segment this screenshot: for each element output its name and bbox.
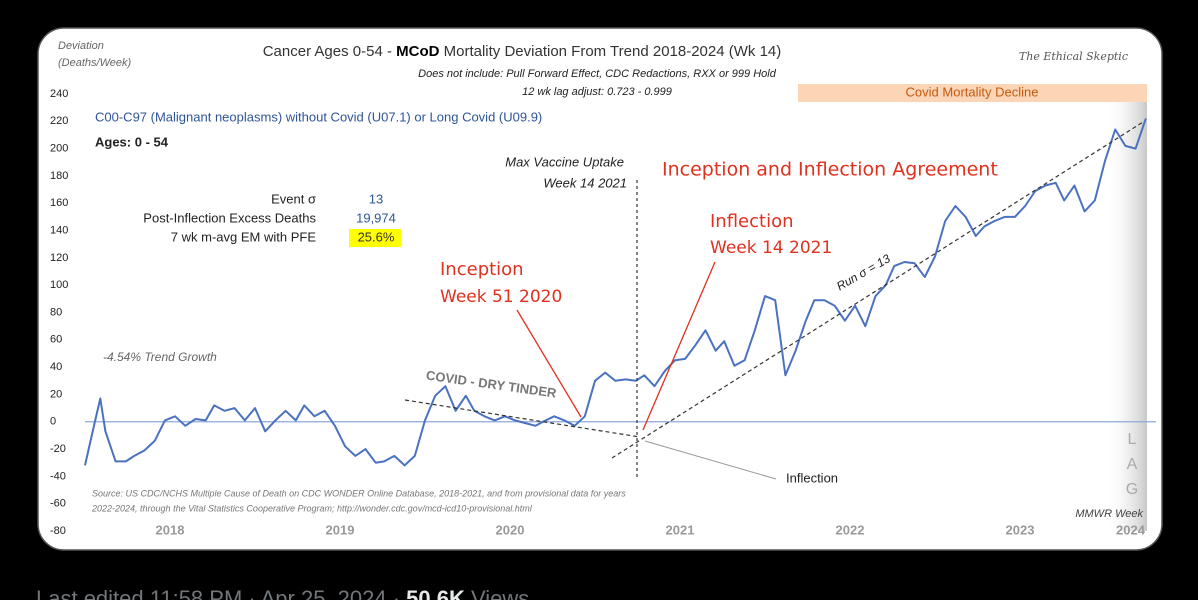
y-tick-label: 0	[50, 416, 56, 428]
annotation: Week 51 2020	[440, 287, 562, 307]
brand: The Ethical Skeptic	[1019, 50, 1128, 63]
stat-value: 25.6%	[358, 229, 395, 244]
subtitle: Does not include: Pull Forward Effect, C…	[418, 68, 777, 80]
annotation: Week 14 2021	[710, 238, 832, 258]
lag-letter: A	[1127, 456, 1138, 473]
ages-label: Ages: 0 - 54	[95, 134, 169, 149]
footer-part: Views	[465, 586, 529, 600]
footer-part: Last edited 11:58 PM · Apr 25, 2024 ·	[36, 586, 406, 600]
x-tick-label: 2020	[496, 522, 525, 537]
x-tick-label: 2023	[1006, 522, 1035, 537]
lag-letter: L	[1128, 431, 1137, 448]
x-tick-label: 2024	[1116, 522, 1146, 537]
y-tick-label: 140	[50, 224, 68, 236]
annotation: Inflection	[710, 211, 794, 232]
annotation: Week 14 2021	[543, 175, 627, 190]
y-axis-label: (Deaths/Week)	[58, 57, 131, 69]
source-note: Source: US CDC/NCHS Multiple Cause of De…	[92, 488, 626, 498]
legend-entry: C00-C97 (Malignant neoplasms) without Co…	[95, 109, 542, 124]
footer: Last edited 11:58 PM · Apr 25, 2024 · 50…	[36, 586, 529, 600]
annotation: Inception	[440, 259, 524, 280]
card	[37, 27, 1163, 551]
stat-label: Post-Inflection Excess Deaths	[143, 210, 316, 225]
title-part: MCoD	[396, 43, 439, 60]
annotation: Inception and Inflection Agreement	[662, 159, 998, 181]
y-tick-label: 60	[50, 334, 62, 346]
stat-value: 19,974	[356, 210, 396, 225]
y-tick-label: -60	[50, 498, 66, 510]
covid-band-label: Covid Mortality Decline	[906, 84, 1039, 99]
arrow	[642, 261, 716, 431]
leader-line	[644, 440, 777, 480]
data-line	[84, 118, 1147, 467]
y-tick-label: 220	[50, 115, 68, 127]
y-tick-label: -40	[50, 470, 66, 482]
y-tick-label: 160	[50, 197, 68, 209]
covid-band	[798, 84, 1147, 102]
y-tick-label: 200	[50, 143, 68, 155]
y-tick-label: -20	[50, 443, 66, 455]
annotation: Inflection	[786, 470, 838, 485]
y-tick-label: -80	[50, 525, 66, 537]
footer-part[interactable]: 50.6K	[406, 586, 465, 600]
x-axis-label: MMWR Week	[1075, 508, 1143, 520]
stat-label: 7 wk m-avg EM with PFE	[171, 229, 317, 244]
y-axis-label: Deviation	[58, 40, 104, 52]
y-tick-label: 240	[50, 88, 68, 100]
lag-letter: G	[1126, 481, 1138, 498]
title-part: Cancer Ages 0-54 -	[263, 43, 396, 60]
y-tick-label: 80	[50, 306, 62, 318]
y-tick-label: 20	[50, 388, 62, 400]
source-note: 2022-2024, through the Vital Statistics …	[91, 503, 533, 513]
y-tick-label: 40	[50, 361, 62, 373]
y-tick-label: 180	[50, 170, 68, 182]
y-tick-label: 120	[50, 252, 68, 264]
x-tick-label: 2018	[156, 522, 185, 537]
x-tick-label: 2021	[666, 522, 695, 537]
highlight	[349, 229, 401, 247]
annotation: Max Vaccine Uptake	[505, 154, 624, 169]
lag-band	[1105, 100, 1147, 531]
arrow	[516, 309, 582, 418]
subtitle: 12 wk lag adjust: 0.723 - 0.999	[522, 86, 672, 98]
y-tick-label: 100	[50, 279, 68, 291]
chart-title: Cancer Ages 0-54 - MCoD Mortality Deviat…	[263, 43, 782, 60]
x-tick-label: 2019	[326, 522, 355, 537]
stat-label: Event σ	[271, 191, 316, 206]
x-tick-label: 2022	[836, 522, 865, 537]
stat-value: 13	[369, 191, 383, 206]
annotation: -4.54% Trend Growth	[103, 350, 217, 364]
trend-line	[404, 399, 641, 438]
title-part: Mortality Deviation From Trend 2018-2024…	[439, 43, 781, 60]
